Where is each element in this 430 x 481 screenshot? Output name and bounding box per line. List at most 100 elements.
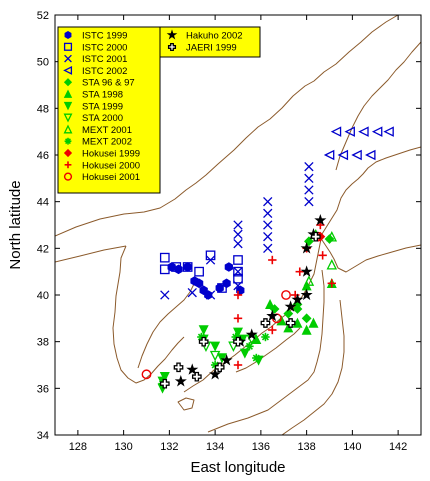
y-axis-title: North latitude: [7, 180, 24, 269]
point-jaeri-1999: [310, 231, 321, 242]
point-istc-2002: [330, 126, 342, 137]
point-istc-2000: [233, 266, 243, 277]
korea-coastline: [112, 245, 185, 384]
point-sta-1998: [265, 299, 276, 310]
legend-entry-hokusei-2001: Hokusei 2001: [63, 172, 140, 183]
y-tick-label: 44: [37, 197, 49, 209]
legend-label: ISTC 1999: [82, 31, 127, 42]
point-hakuho-2002: [291, 293, 304, 305]
point-istc-2001: [304, 173, 314, 183]
point-hakuho-2002: [186, 363, 199, 375]
legend-marker: [64, 161, 72, 169]
legend-label: ISTC 2001: [82, 54, 127, 65]
point-sta-1998: [301, 324, 312, 335]
legend-marker: [63, 78, 73, 87]
point-istc-2002: [358, 126, 369, 137]
point-istc-2001: [187, 288, 197, 298]
point-istc-2001: [233, 220, 243, 230]
legend-label: Hakuho 2002: [186, 31, 243, 42]
point-hokusei-2000: [295, 267, 304, 276]
legend-marker: [64, 54, 72, 63]
point-istc-2000: [159, 252, 170, 263]
hokkaido-south-coast: [321, 239, 421, 273]
legend-marker: [63, 124, 73, 134]
legend-entry-sta-96-97: STA 96 & 97: [63, 78, 135, 89]
x-tick-label: 138: [297, 441, 315, 453]
legend-entry-hokusei-2000: Hokusei 2000: [64, 160, 140, 171]
legend-label: STA 2000: [82, 113, 123, 124]
point-jaeri-1999: [191, 371, 202, 382]
japan-outer-trench: [281, 299, 345, 435]
y-axis: 34 36 38 40 42 44 46 48 50 52: [37, 10, 421, 442]
y-tick-label: 50: [37, 57, 49, 69]
x-axis-title: East longitude: [190, 459, 285, 476]
point-hakuho-2002: [245, 328, 258, 340]
point-istc-2000: [233, 273, 243, 284]
point-istc-2001: [205, 255, 216, 265]
legend-box-secondary: [159, 26, 261, 58]
point-hakuho-2002: [300, 288, 313, 301]
point-istc-2001: [304, 185, 314, 195]
legend-label: ISTC 2000: [82, 42, 127, 53]
point-jaeri-1999: [260, 318, 271, 328]
point-hokusei-2000: [233, 290, 243, 300]
point-sta-1999: [216, 353, 227, 364]
legend-label: ISTC 2002: [82, 66, 127, 77]
point-istc-2002: [323, 149, 335, 161]
point-hokusei-2000: [268, 325, 277, 335]
sakhalin-coast: [335, 41, 421, 171]
point-istc-2001: [233, 267, 243, 277]
point-istc-2002: [371, 126, 383, 137]
point-hakuho-2002: [300, 265, 313, 277]
legend-label: Hokusei 1999: [82, 149, 140, 160]
continent-interior-line: [55, 245, 127, 263]
point-istc-1999: [194, 278, 204, 289]
legend-marker: [63, 65, 73, 75]
point-istc-2001: [304, 197, 314, 207]
point-hakuho-2002: [174, 374, 187, 387]
hokkaido-coast: [321, 146, 421, 235]
legend-entry-mext-2002: MEXT 2002: [64, 137, 132, 148]
point-mext-2002: [245, 342, 254, 351]
legend-marker: [63, 89, 73, 98]
point-sta-1999: [198, 325, 209, 336]
point-istc-2001: [233, 239, 243, 249]
y-tick-label: 48: [37, 103, 49, 115]
point-istc-2001: [263, 197, 273, 207]
point-istc-2001: [233, 281, 243, 291]
legend-entry-jaeri-1999: JAERI 1999: [167, 43, 237, 54]
y-tick-label: 34: [37, 430, 49, 442]
point-istc-2002: [337, 149, 349, 161]
korea-inner-coast: [137, 283, 195, 369]
series-jaeri-1999: [159, 231, 321, 389]
point-istc-2000: [233, 255, 243, 265]
x-tick-label: 134: [206, 441, 224, 453]
point-istc-2001: [205, 290, 216, 300]
legend-label: MEXT 2001: [82, 125, 132, 136]
legend-label: STA 96 & 97: [82, 78, 135, 89]
point-jaeri-1999: [173, 362, 184, 373]
point-hokusei-2001: [281, 290, 291, 300]
point-hakuho-2002: [266, 309, 279, 322]
y-tick-label: 46: [37, 150, 49, 162]
point-istc-2001: [263, 243, 273, 253]
legend-label: STA 1999: [82, 101, 123, 112]
legend-marker: [64, 137, 72, 145]
korea-strait-island: [177, 397, 195, 411]
point-mext-2002: [261, 332, 270, 342]
point-istc-2000: [217, 283, 227, 293]
data-points: [141, 126, 394, 394]
point-jaeri-1999: [233, 336, 243, 347]
point-istc-2000: [159, 264, 170, 275]
point-sta-1999: [210, 341, 221, 352]
point-istc-2001: [263, 220, 273, 230]
legend-label: MEXT 2002: [82, 137, 132, 148]
legend-marker: [166, 29, 178, 40]
point-hokusei-2000: [233, 314, 243, 323]
point-istc-2002: [351, 149, 362, 161]
point-istc-2001: [160, 290, 170, 300]
point-hokusei-2000: [268, 255, 277, 265]
point-hokusei-2000: [318, 251, 327, 260]
series-istc-2001: [160, 162, 314, 300]
point-istc-1999: [224, 262, 233, 272]
